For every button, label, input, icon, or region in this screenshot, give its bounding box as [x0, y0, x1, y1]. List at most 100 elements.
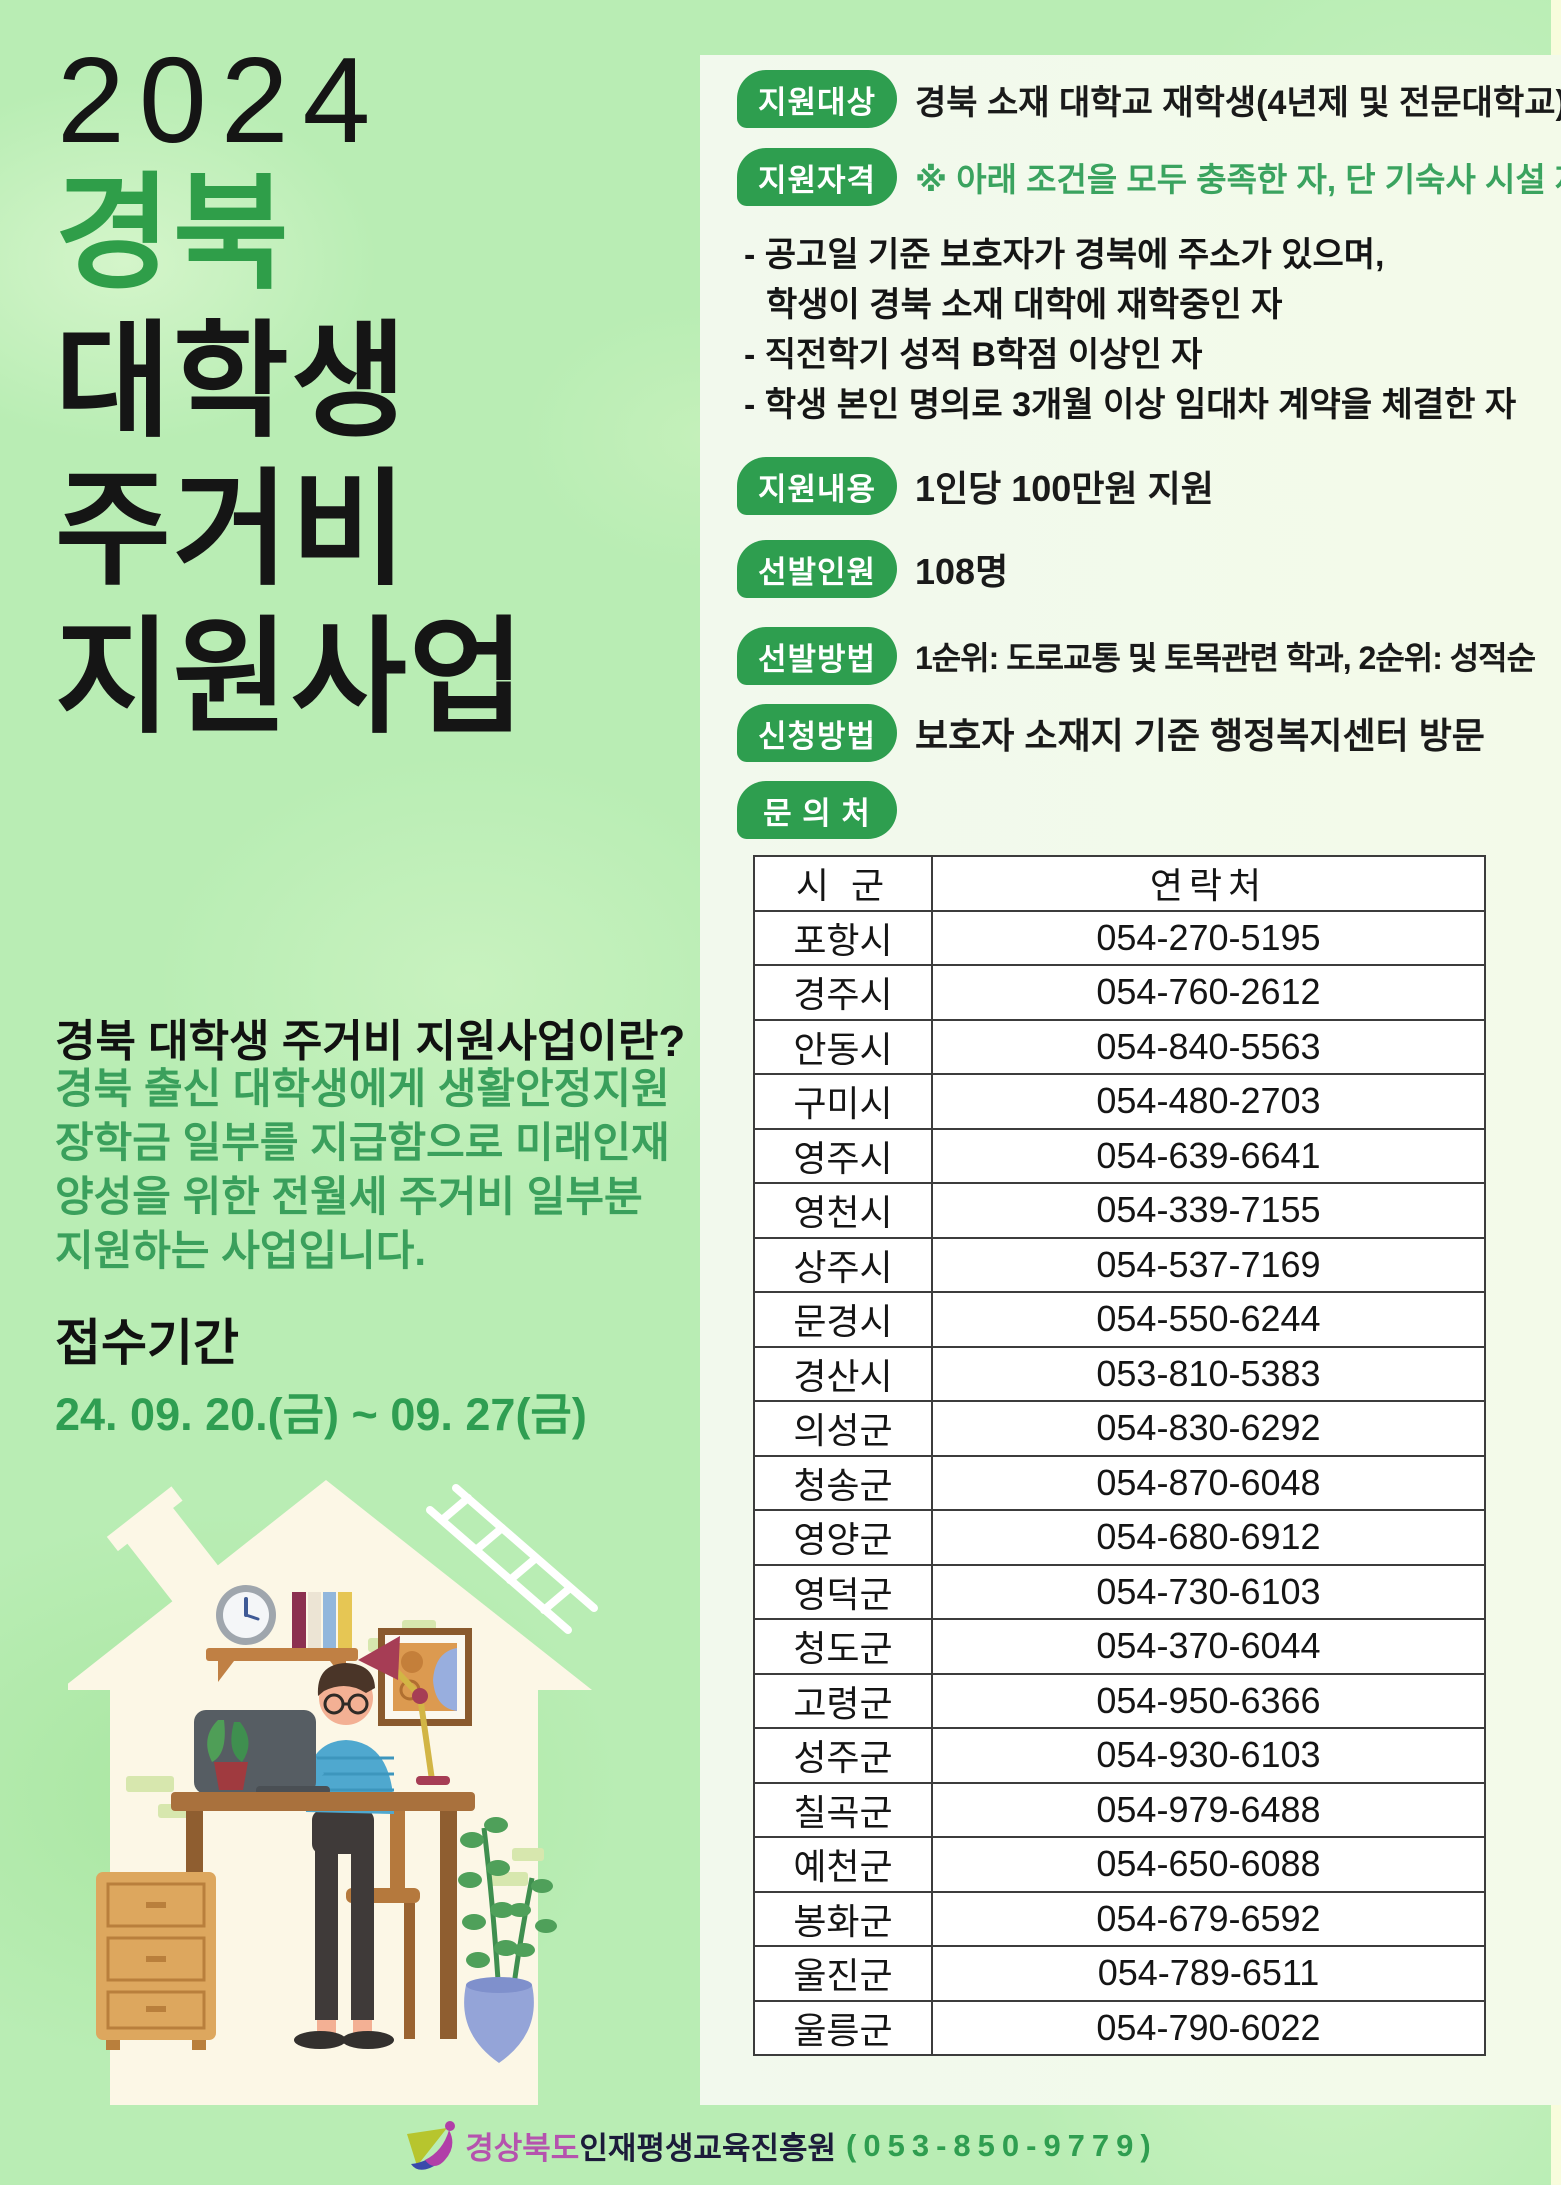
gyeongbuk-institute-logo-icon — [407, 2120, 456, 2170]
phone-cell: 054-680-6912 — [931, 1509, 1486, 1566]
year-title: 2024 — [57, 32, 385, 168]
floor-plant — [458, 1817, 557, 2063]
about-line: 장학금 일부를 지급함으로 미래인재 — [55, 1119, 670, 1166]
phone-cell: 054-537-7169 — [931, 1236, 1486, 1293]
main-title: 경북 대학생 주거비 지원사업 — [55, 160, 527, 752]
quota-text: 108명 — [915, 551, 1009, 592]
desk-plant — [207, 1720, 249, 1790]
sigun-cell: 칠곡군 — [753, 1781, 933, 1838]
books — [292, 1592, 352, 1648]
sigun-cell: 경주시 — [753, 964, 933, 1021]
period-value: 24. 09. 20.(금) ~ 09. 27(금) — [55, 1389, 587, 1440]
footer-org-prefix: 경상북도 — [465, 2131, 580, 2166]
drawer-unit — [96, 1872, 216, 2050]
contact-row: 경산시 053-810-5383 — [753, 1345, 1486, 1402]
contact-row: 칠곡군 054-979-6488 — [753, 1781, 1486, 1838]
phone-cell: 054-930-6103 — [931, 1727, 1486, 1784]
bullet-line: - 공고일 기준 보호자가 경북에 주소가 있으며, — [744, 236, 1385, 274]
phone-cell: 054-730-6103 — [931, 1563, 1486, 1620]
contact-row: 경주시 054-760-2612 — [753, 964, 1486, 1021]
contact-row: 성주군 054-930-6103 — [753, 1727, 1486, 1784]
sigun-cell: 고령군 — [753, 1672, 933, 1729]
contact-row: 예천군 054-650-6088 — [753, 1836, 1486, 1893]
selection-text: 1순위: 도로교통 및 토목관련 학과, 2순위: 성적순 — [915, 640, 1536, 676]
contact-row: 영양군 054-680-6912 — [753, 1509, 1486, 1566]
contact-row: 청송군 054-870-6048 — [753, 1454, 1486, 1511]
sigun-cell: 의성군 — [753, 1400, 933, 1457]
target-text: 경북 소재 대학교 재학생(4년제 및 전문대학교) — [915, 83, 1561, 122]
house-illustration — [68, 1480, 598, 2105]
eligibility-bullets: - 공고일 기준 보호자가 경북에 주소가 있으며, 학생이 경북 소재 대학에… — [744, 230, 1516, 430]
wall-shelf — [206, 1648, 358, 1661]
phone-cell: 054-760-2612 — [931, 964, 1486, 1021]
phone-cell: 054-339-7155 — [931, 1182, 1486, 1239]
phone-cell: 054-789-6511 — [931, 1945, 1486, 2002]
phone-cell: 054-979-6488 — [931, 1781, 1486, 1838]
phone-cell: 054-270-5195 — [931, 909, 1486, 966]
phone-cell: 054-639-6641 — [931, 1127, 1486, 1184]
quota-row: 선발인원 108명 — [737, 540, 1008, 598]
title-line-jiwonsaeop: 지원사업 — [55, 607, 527, 748]
phone-cell: 054-550-6244 — [931, 1291, 1486, 1348]
footer-phone: (053-850-9779) — [846, 2127, 1158, 2163]
eligibility-badge: 지원자격 — [737, 148, 897, 206]
phone-cell: 053-810-5383 — [931, 1345, 1486, 1402]
phone-cell: 054-480-2703 — [931, 1073, 1486, 1130]
contact-row: 포항시 054-270-5195 — [753, 909, 1486, 966]
contact-row: 의성군 054-830-6292 — [753, 1400, 1486, 1457]
eligibility-note: ※ 아래 조건을 모두 충족한 자, 단 기숙사 시설 제외 — [915, 161, 1561, 198]
phone-cell: 054-830-6292 — [931, 1400, 1486, 1457]
benefit-badge: 지원내용 — [737, 457, 897, 515]
contact-row: 고령군 054-950-6366 — [753, 1672, 1486, 1729]
sigun-cell: 예천군 — [753, 1836, 933, 1893]
about-line: 양성을 위한 전월세 주거비 일부분 — [55, 1173, 643, 1220]
contact-row: 청도군 054-370-6044 — [753, 1618, 1486, 1675]
bullet-line: - 학생 본인 명의로 3개월 이상 임대차 계약을 체결한 자 — [744, 386, 1517, 424]
contact-row-header: 문 의 처 — [737, 781, 897, 839]
title-line-jugeobi: 주거비 — [55, 459, 409, 600]
sigun-cell: 울릉군 — [753, 1999, 933, 2056]
sigun-cell: 영양군 — [753, 1509, 933, 1566]
phone-cell: 054-370-6044 — [931, 1618, 1486, 1675]
phone-cell: 054-870-6048 — [931, 1454, 1486, 1511]
title-line-gyeongbuk: 경북 — [55, 163, 291, 304]
footer-org-name: 인재평생교육진흥원 — [579, 2131, 837, 2166]
apply-text: 보호자 소재지 기준 행정복지센터 방문 — [915, 715, 1485, 756]
contact-table: 시 군 연락처 포항시 054-270-5195 경주시 054-760-2612 안동… — [753, 855, 1486, 2056]
target-badge: 지원대상 — [737, 70, 897, 128]
eligibility-row: 지원자격 ※ 아래 조건을 모두 충족한 자, 단 기숙사 시설 제외 — [737, 148, 1561, 206]
sigun-cell: 영덕군 — [753, 1563, 933, 1620]
period-heading: 접수기간 — [55, 1315, 239, 1371]
quota-badge: 선발인원 — [737, 540, 897, 598]
benefit-row: 지원내용 1인당 100만원 지원 — [737, 457, 1214, 515]
footer: 경상북도 인재평생교육진흥원 (053-850-9779) — [0, 2106, 1561, 2185]
selection-badge: 선발방법 — [737, 627, 897, 685]
sigun-cell: 문경시 — [753, 1291, 933, 1348]
contact-row: 울진군 054-789-6511 — [753, 1945, 1486, 2002]
sigun-cell: 성주군 — [753, 1727, 933, 1784]
ladder-icon — [426, 1484, 598, 1634]
sigun-cell: 영주시 — [753, 1127, 933, 1184]
phone-cell: 054-650-6088 — [931, 1836, 1486, 1893]
contact-badge: 문 의 처 — [737, 781, 897, 839]
sigun-cell: 구미시 — [753, 1073, 933, 1130]
contact-row: 상주시 054-537-7169 — [753, 1236, 1486, 1293]
about-heading: 경북 대학생 주거비 지원사업이란? — [55, 1017, 686, 1066]
contact-row: 봉화군 054-679-6592 — [753, 1890, 1486, 1947]
phone-cell: 054-950-6366 — [931, 1672, 1486, 1729]
about-line: 경북 출신 대학생에게 생활안정지원 — [55, 1065, 670, 1112]
target-row: 지원대상 경북 소재 대학교 재학생(4년제 및 전문대학교) — [737, 70, 1561, 128]
contact-row: 울릉군 054-790-6022 — [753, 1999, 1486, 2056]
sigun-cell: 상주시 — [753, 1236, 933, 1293]
sigun-cell: 청도군 — [753, 1618, 933, 1675]
selection-row: 선발방법 1순위: 도로교통 및 토목관련 학과, 2순위: 성적순 — [737, 627, 1536, 685]
contact-table-body: 포항시 054-270-5195 경주시 054-760-2612 안동시 054-840… — [753, 909, 1486, 2056]
apply-badge: 신청방법 — [737, 704, 897, 762]
benefit-text: 1인당 100만원 지원 — [915, 468, 1214, 509]
sigun-cell: 안동시 — [753, 1018, 933, 1075]
phone-column-header: 연락처 — [931, 855, 1486, 912]
contact-row: 영천시 054-339-7155 — [753, 1182, 1486, 1239]
bullet-line: 학생이 경북 소재 대학에 재학중인 자 — [766, 286, 1283, 324]
about-paragraph: 경북 출신 대학생에게 생활안정지원 장학금 일부를 지급함으로 미래인재 양성… — [55, 1062, 670, 1278]
